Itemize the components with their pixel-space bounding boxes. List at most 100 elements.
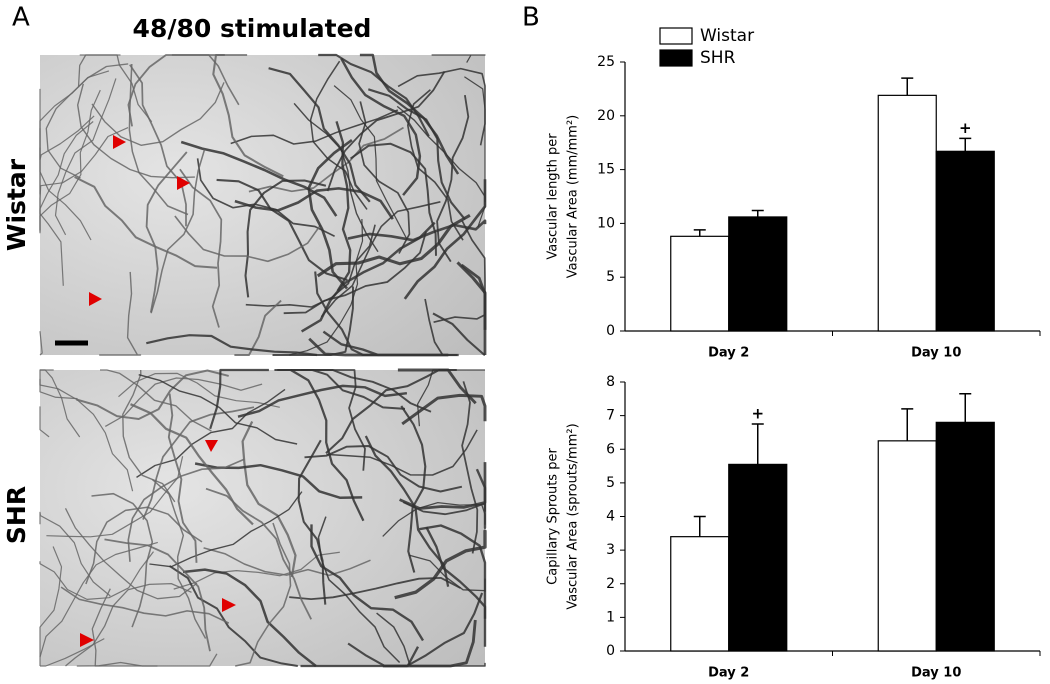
vessel (268, 67, 371, 203)
vessel (60, 586, 230, 624)
vessel (209, 368, 269, 430)
vessel (401, 393, 487, 426)
vessel (39, 551, 154, 600)
vessel (326, 429, 478, 476)
vessel (408, 554, 486, 592)
vessel (74, 176, 218, 269)
vessel (104, 538, 211, 652)
error-bar (959, 393, 972, 423)
y-tick-label: 6 (606, 441, 615, 457)
vessel (300, 646, 420, 668)
vessel (179, 168, 223, 328)
y-tick-label: 8 (606, 374, 615, 390)
vessel-network (39, 53, 487, 668)
vessel (45, 63, 129, 179)
error-bar (751, 423, 764, 465)
y-tick-label: 7 (606, 408, 615, 424)
y-axis-label: Vascular Area (mm/mm²) (566, 115, 581, 279)
vessel (91, 82, 225, 146)
vessel (325, 368, 457, 454)
vessel (320, 201, 441, 318)
error-bar (959, 137, 972, 152)
vessel (367, 88, 466, 221)
vessel (436, 94, 470, 263)
row-label: Wistar (2, 158, 31, 251)
vessel (180, 140, 338, 217)
vessel (146, 334, 318, 357)
y-tick-label: 0 (606, 323, 615, 339)
vessel (174, 215, 322, 263)
bar (670, 235, 730, 332)
vessel (85, 506, 203, 585)
vessel (40, 369, 81, 438)
vessel (129, 64, 187, 227)
vessel (167, 393, 198, 563)
vessel (76, 369, 229, 420)
vessel (461, 381, 479, 554)
vessel (318, 53, 430, 137)
vessel (99, 271, 142, 356)
y-tick-label: 5 (606, 475, 615, 491)
x-tick-label: Day 10 (911, 666, 961, 681)
vessel (464, 76, 486, 228)
arrowheads (80, 135, 236, 647)
bar (670, 536, 730, 652)
error-bar (901, 77, 914, 96)
legend-swatch (659, 27, 693, 45)
y-tick-label: 15 (597, 162, 615, 178)
annotation: + (751, 405, 764, 423)
vessel (400, 405, 427, 573)
vessel (241, 421, 297, 578)
vessel (39, 88, 92, 241)
vessel (307, 139, 353, 290)
bar (935, 421, 995, 652)
y-tick-label: 0 (606, 643, 615, 659)
x-tick-label: Day 2 (708, 346, 749, 361)
vessel (316, 213, 471, 278)
bar (877, 440, 937, 652)
vessel (196, 158, 335, 238)
vessel (39, 369, 78, 400)
vessel (39, 511, 111, 597)
bar (935, 150, 995, 332)
y-axis-label: Vascular length per (546, 133, 561, 260)
vessel (310, 524, 425, 642)
error-bar (901, 408, 914, 441)
vessel (203, 547, 371, 577)
vessel (283, 231, 427, 315)
vessel (122, 369, 176, 503)
y-axis-label: Capillary Sprouts per (546, 448, 561, 585)
vessel (39, 546, 63, 666)
vessel (145, 151, 188, 313)
vessel (234, 299, 282, 356)
panel-label: A (12, 3, 30, 33)
vessel (399, 462, 487, 510)
vessel (347, 219, 487, 242)
vessel (234, 187, 394, 220)
vessel (394, 529, 487, 600)
vessel (128, 63, 189, 216)
y-tick-label: 5 (606, 269, 615, 285)
y-tick-label: 25 (597, 54, 615, 70)
vessel (104, 377, 263, 427)
vessel (347, 592, 484, 668)
vessel (212, 53, 284, 178)
vessel (358, 101, 411, 254)
vessel (64, 508, 198, 600)
vessel (39, 89, 101, 234)
vessel (77, 54, 121, 88)
bar (728, 463, 788, 652)
panel-label: B (522, 3, 540, 33)
y-tick-label: 20 (597, 108, 615, 124)
vessel (340, 57, 422, 196)
vessel (326, 71, 446, 192)
vessel (118, 372, 280, 408)
error-bar (751, 209, 764, 217)
y-tick-label: 4 (606, 509, 615, 525)
vessel (230, 109, 399, 145)
vessel (127, 458, 245, 562)
vessel (248, 126, 404, 193)
vessel (168, 565, 298, 667)
y-axis-label: Vascular Area (sprouts/mm²) (566, 423, 581, 609)
